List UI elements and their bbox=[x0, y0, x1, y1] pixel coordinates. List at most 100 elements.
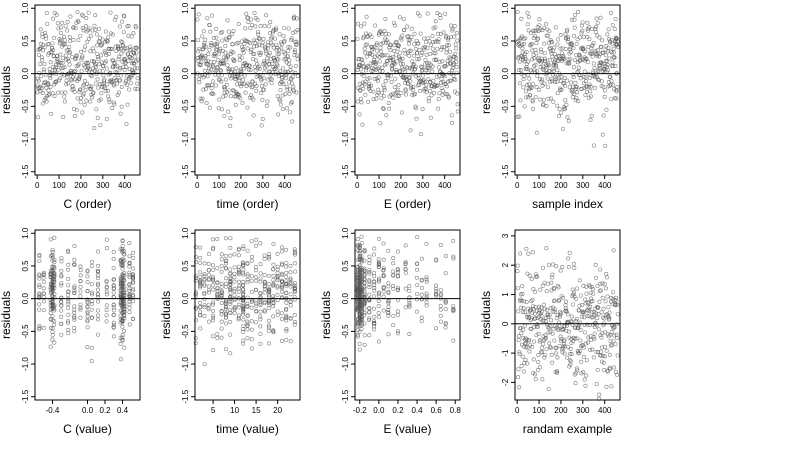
data-point bbox=[52, 235, 57, 240]
data-point bbox=[577, 351, 582, 356]
data-point bbox=[198, 96, 203, 101]
data-point bbox=[252, 40, 257, 45]
data-point bbox=[230, 67, 235, 72]
data-point bbox=[595, 52, 600, 57]
data-point bbox=[219, 301, 224, 306]
data-point bbox=[569, 336, 574, 341]
data-point bbox=[59, 281, 64, 286]
data-point bbox=[227, 34, 232, 39]
data-point bbox=[131, 274, 136, 279]
data-point bbox=[96, 39, 101, 44]
data-point bbox=[238, 67, 243, 72]
data-point bbox=[111, 286, 116, 291]
data-point bbox=[568, 346, 573, 351]
data-point bbox=[451, 254, 456, 259]
data-point bbox=[419, 292, 424, 297]
data-point bbox=[68, 50, 73, 55]
data-point bbox=[257, 36, 262, 41]
data-point bbox=[284, 337, 289, 342]
data-point bbox=[97, 62, 102, 67]
data-point bbox=[537, 87, 542, 92]
data-point bbox=[410, 87, 415, 92]
data-point bbox=[531, 82, 536, 87]
data-point bbox=[85, 319, 90, 324]
data-point bbox=[253, 265, 258, 270]
data-point bbox=[266, 43, 271, 48]
data-point bbox=[367, 306, 372, 311]
data-point bbox=[565, 355, 570, 360]
data-point bbox=[223, 50, 228, 55]
data-point bbox=[63, 24, 68, 29]
data-point bbox=[372, 314, 377, 319]
data-point bbox=[275, 264, 280, 269]
data-point bbox=[254, 275, 259, 280]
y-axis-label: residuals bbox=[159, 291, 173, 339]
data-point bbox=[544, 289, 549, 294]
data-point bbox=[85, 81, 90, 86]
data-point bbox=[520, 46, 525, 51]
data-point bbox=[207, 105, 212, 110]
points-time-value bbox=[193, 236, 298, 367]
data-point bbox=[611, 83, 616, 88]
data-point bbox=[104, 303, 109, 308]
data-point bbox=[260, 40, 265, 45]
data-point bbox=[359, 24, 364, 29]
data-point bbox=[415, 267, 420, 272]
data-point bbox=[412, 31, 417, 36]
data-point bbox=[66, 312, 71, 317]
data-point bbox=[85, 268, 90, 273]
data-point bbox=[211, 237, 216, 242]
data-point bbox=[66, 283, 71, 288]
data-point bbox=[426, 96, 431, 101]
data-point bbox=[516, 338, 521, 343]
data-point bbox=[529, 326, 534, 331]
data-point bbox=[567, 329, 572, 334]
data-point bbox=[37, 276, 42, 281]
data-point bbox=[454, 30, 459, 35]
data-point bbox=[216, 58, 221, 63]
data-point bbox=[570, 87, 575, 92]
data-point bbox=[372, 246, 377, 251]
data-point bbox=[433, 39, 438, 44]
data-point bbox=[557, 54, 562, 59]
data-point bbox=[379, 90, 384, 95]
data-point bbox=[202, 282, 207, 287]
data-point bbox=[66, 299, 71, 304]
data-point bbox=[229, 76, 234, 81]
data-point bbox=[219, 319, 224, 324]
data-point bbox=[236, 302, 241, 307]
data-point bbox=[590, 347, 595, 352]
data-point bbox=[221, 94, 226, 99]
data-point bbox=[574, 317, 579, 322]
data-point bbox=[247, 63, 252, 68]
data-point bbox=[538, 27, 543, 32]
data-point bbox=[113, 64, 118, 69]
data-point bbox=[400, 56, 405, 61]
data-point bbox=[357, 321, 362, 326]
data-point bbox=[422, 36, 427, 41]
data-point bbox=[88, 49, 93, 54]
y-tick-label: 0.0 bbox=[181, 68, 190, 80]
data-point bbox=[232, 311, 237, 316]
data-point bbox=[292, 14, 297, 19]
data-point bbox=[198, 285, 203, 290]
x-tick-label: 300 bbox=[96, 181, 110, 190]
data-point bbox=[262, 281, 267, 286]
data-point bbox=[518, 98, 523, 103]
data-point bbox=[372, 327, 377, 332]
data-point bbox=[131, 31, 136, 36]
data-point bbox=[445, 42, 450, 47]
data-point bbox=[272, 59, 277, 64]
data-point bbox=[376, 236, 381, 241]
data-point bbox=[66, 293, 71, 298]
x-tick-label: 0.2 bbox=[392, 406, 404, 415]
data-point bbox=[361, 74, 366, 79]
data-point bbox=[235, 82, 240, 87]
data-point bbox=[66, 319, 71, 324]
data-point bbox=[117, 90, 122, 95]
data-point bbox=[572, 34, 577, 39]
data-point bbox=[267, 289, 272, 294]
data-point bbox=[357, 244, 362, 249]
data-point bbox=[449, 68, 454, 73]
data-point bbox=[211, 267, 216, 272]
